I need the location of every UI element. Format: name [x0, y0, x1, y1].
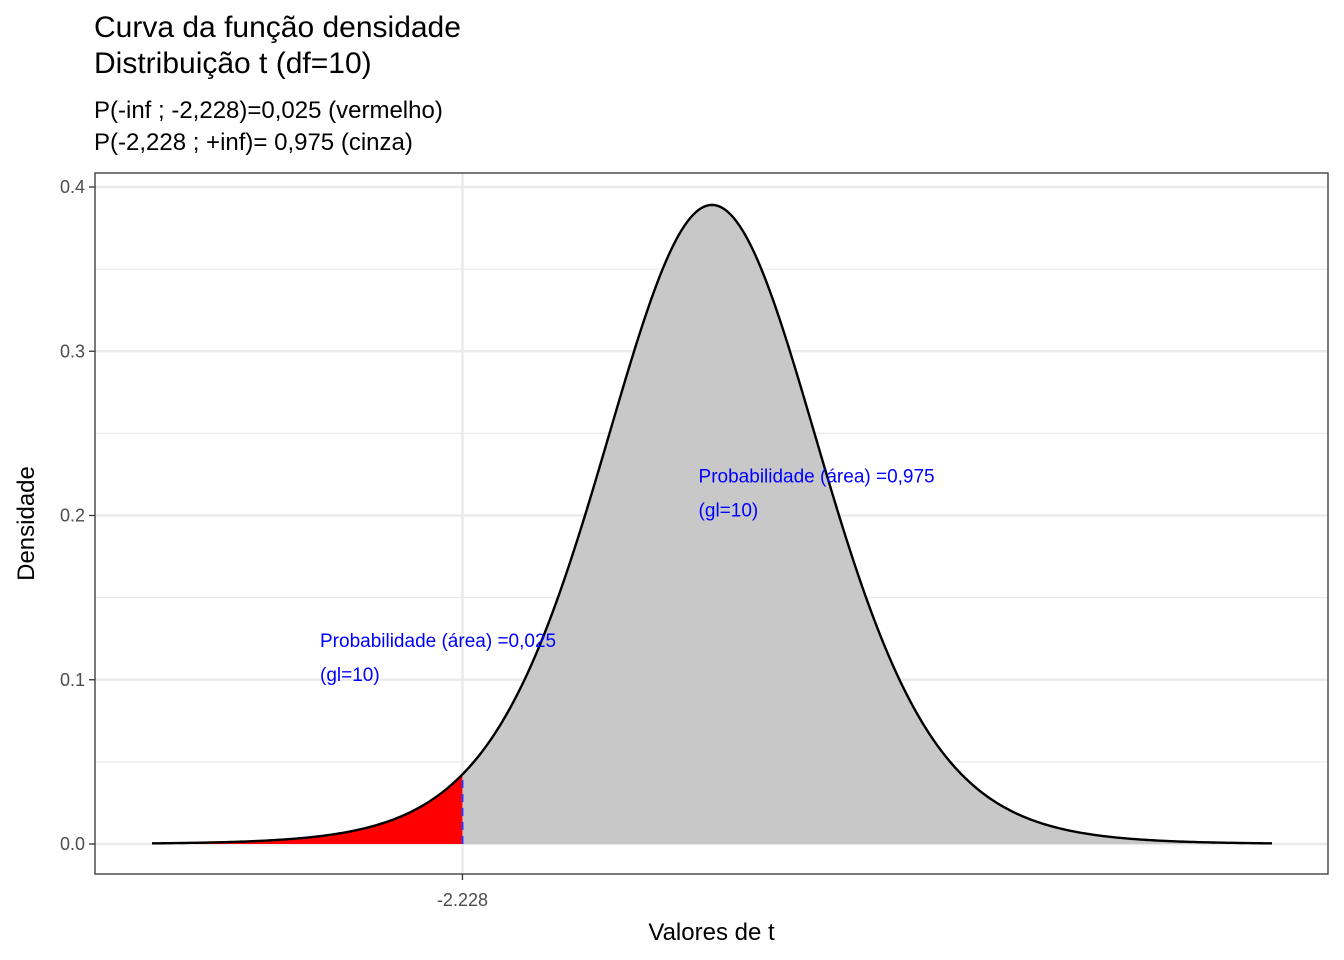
area-upper-region	[462, 204, 1273, 844]
x-axis-title: Valores de t	[648, 919, 775, 946]
panel-border	[94, 172, 1329, 875]
y-tick-label: 0.2	[60, 506, 85, 526]
x-tick-label: -2.228	[437, 890, 488, 910]
chart-subtitle-line-2: P(-2,228 ; +inf)= 0,975 (cinza)	[94, 129, 413, 156]
annotation-probability-label: Probabilidade (área) =0,025	[320, 631, 556, 652]
annotation-df-label: (gl=10)	[320, 665, 380, 686]
y-axis-ticks: 0.0 0.1 0.2 0.3 0.4	[60, 177, 95, 854]
y-tick-label: 0.0	[60, 834, 85, 854]
chart-title-line-1: Curva da função densidade	[94, 11, 461, 44]
chart-subtitle-line-1: P(-inf ; -2,228)=0,025 (vermelho)	[94, 97, 443, 124]
density-curve	[151, 203, 1273, 845]
area-lower-tail-region	[152, 774, 463, 844]
annotation-probability-label: Probabilidade (área) =0,975	[699, 467, 935, 488]
y-tick-label: 0.4	[60, 177, 85, 197]
y-tick-label: 0.3	[60, 341, 85, 361]
x-axis-ticks: -2.228	[437, 874, 488, 910]
annotation-df-label: (gl=10)	[699, 501, 759, 522]
y-tick-label: 0.1	[60, 670, 85, 690]
annotations: Probabilidade (área) =0,025 (gl=10) Probab…	[320, 467, 935, 686]
y-axis-title: Densidade	[13, 466, 40, 581]
chart-title-line-2: Distribuição t (df=10)	[94, 47, 372, 80]
